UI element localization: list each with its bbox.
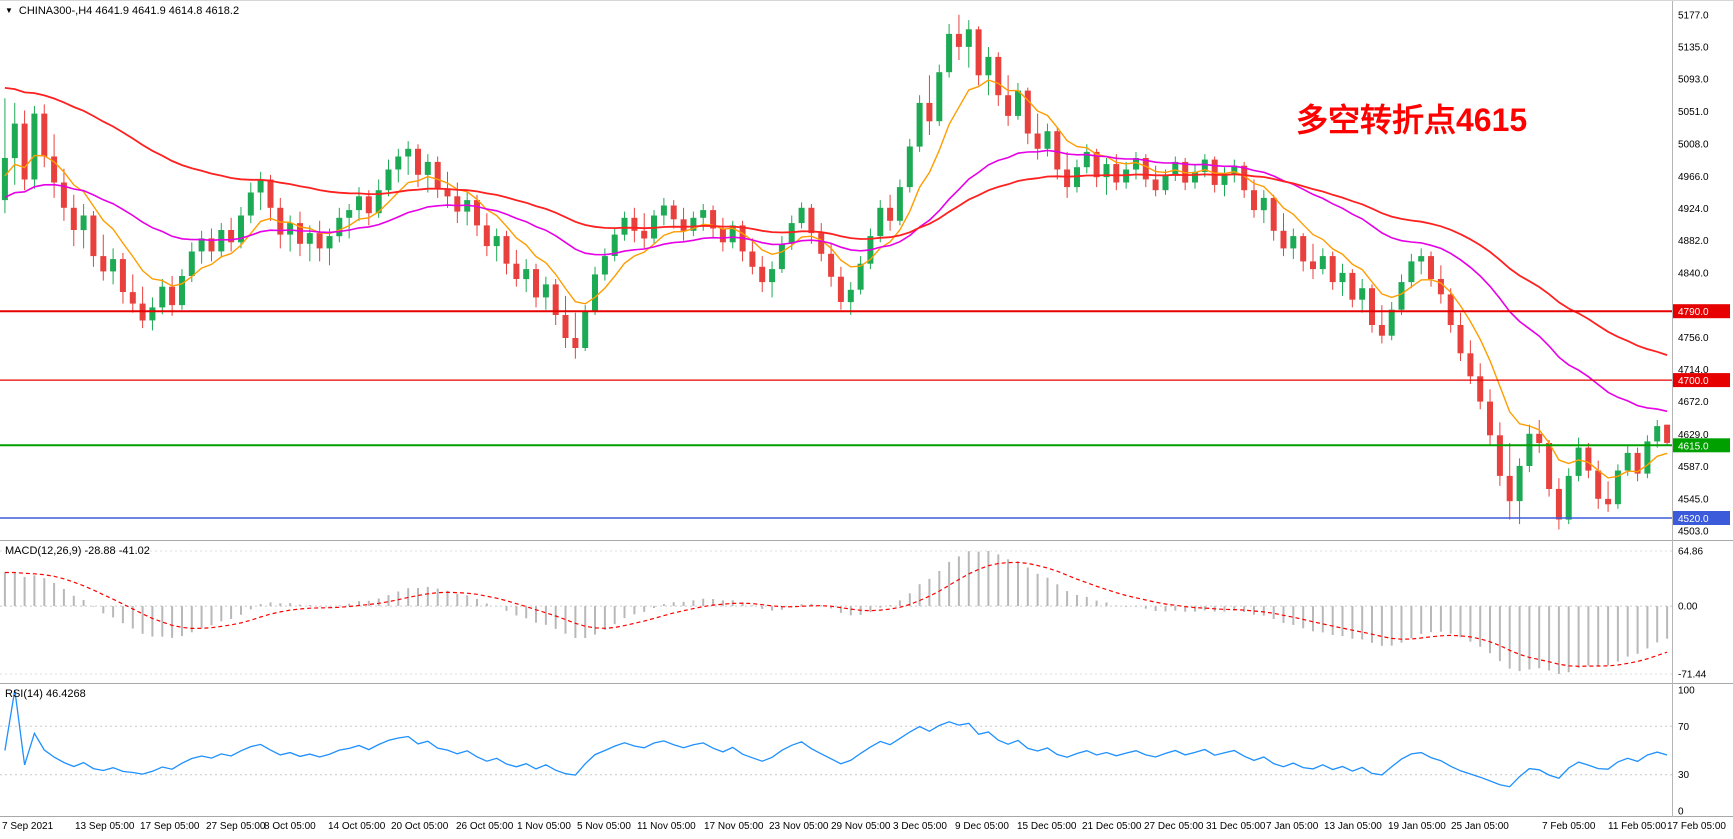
ma-fast-orange [4, 79, 1668, 479]
time-axis-label: 20 Oct 05:00 [391, 821, 449, 832]
time-axis-label: 27 Sep 05:00 [206, 821, 266, 832]
price-tick-label: 4672.0 [1678, 397, 1709, 408]
price-tag [1673, 511, 1730, 525]
price-tick-label: 4629.0 [1678, 430, 1709, 441]
macd-axis-label: 0.00 [1678, 602, 1698, 613]
price-tick-label: 4714.0 [1678, 365, 1709, 376]
macd-histogram [3, 551, 1669, 674]
time-axis-label: 11 Feb 05:00 [1608, 821, 1667, 832]
time-axis-label: 29 Nov 05:00 [831, 821, 891, 832]
time-axis-label: 26 Oct 05:00 [456, 821, 514, 832]
price-tick-label: 4545.0 [1678, 494, 1709, 505]
time-axis-label: 9 Dec 05:00 [955, 821, 1009, 832]
ma-slow-red [4, 87, 1668, 356]
main-chart-svg[interactable]: 4790.0 4700.0 4615.0 4520.0 5177.0 5135.0 5093… [0, 1, 1733, 541]
rsi-axis-label: 100 [1678, 686, 1695, 697]
time-axis-label: 15 Dec 05:00 [1017, 821, 1077, 832]
price-tag [1673, 304, 1730, 319]
price-tick-label: 4840.0 [1678, 268, 1709, 279]
price-tick-label: 4924.0 [1678, 204, 1709, 215]
price-tag-label: 4520.0 [1678, 514, 1709, 525]
time-axis-label: 21 Dec 05:00 [1082, 821, 1142, 832]
time-axis-label: 17 Nov 05:00 [704, 821, 764, 832]
symbol-dropdown-icon[interactable]: ▼ [5, 6, 13, 15]
rsi-panel-svg[interactable]: 100 70 30 0 [0, 684, 1733, 817]
time-axis-label: 7 Feb 05:00 [1542, 821, 1596, 832]
time-axis-label: 3 Dec 05:00 [893, 821, 947, 832]
rsi-line [4, 689, 1668, 788]
price-tag-label: 4790.0 [1678, 307, 1709, 318]
time-axis-label: 14 Oct 05:00 [328, 821, 386, 832]
rsi-axis-label: 0 [1678, 807, 1684, 818]
price-axis-separator [1672, 1, 1673, 817]
panel-separator[interactable] [0, 683, 1733, 684]
time-axis-label: 11 Nov 05:00 [637, 821, 696, 832]
rsi-indicator-label: RSI(14) 46.4268 [5, 688, 86, 700]
price-tick-label: 5008.0 [1678, 140, 1709, 151]
time-axis-label: 13 Jan 05:00 [1324, 821, 1382, 832]
price-tick-label: 4882.0 [1678, 236, 1709, 247]
rsi-axis-label: 30 [1678, 770, 1690, 781]
time-axis-label: 5 Nov 05:00 [577, 821, 631, 832]
time-axis-label: 13 Sep 05:00 [75, 821, 135, 832]
price-tag [1673, 373, 1730, 388]
macd-axis-label: 64.86 [1678, 547, 1703, 558]
price-tick-label: 4966.0 [1678, 172, 1709, 183]
panel-separator [0, 816, 1733, 817]
price-tag [1673, 438, 1730, 453]
panel-separator[interactable] [0, 540, 1733, 541]
time-axis-label: 17 Sep 05:00 [140, 821, 200, 832]
time-axis[interactable]: 7 Sep 2021 13 Sep 05:00 17 Sep 05:00 27 Sep… [0, 817, 1733, 839]
time-axis-label: 1 Nov 05:00 [517, 821, 571, 832]
price-tick-label: 5093.0 [1678, 75, 1709, 86]
symbol-ohlc-text: CHINA300-,H4 4641.9 4641.9 4614.8 4618.2 [18, 5, 240, 17]
time-axis-label: 17 Feb 05:00 [1667, 821, 1726, 832]
macd-signal-line [4, 561, 1668, 667]
annotation-text: 多空转折点4615 [1296, 102, 1528, 138]
candles-layer [1, 14, 1671, 530]
time-axis-label: 23 Nov 05:00 [769, 821, 829, 832]
price-tick-label: 4503.0 [1678, 527, 1709, 538]
price-tick-label: 4587.0 [1678, 462, 1709, 473]
price-tick-label: 5177.0 [1678, 10, 1709, 21]
price-tick-label: 5135.0 [1678, 43, 1709, 54]
time-axis-label: 25 Jan 05:00 [1451, 821, 1509, 832]
macd-panel-svg[interactable]: 64.86 0.00 -71.44 [0, 541, 1733, 684]
time-axis-label: 27 Dec 05:00 [1144, 821, 1204, 832]
time-axis-label: 31 Dec 05:00 [1206, 821, 1266, 832]
time-axis-label: 19 Jan 05:00 [1388, 821, 1446, 832]
macd-axis-label: -71.44 [1678, 670, 1707, 681]
price-tick-label: 5051.0 [1678, 107, 1709, 118]
price-tag-label: 4615.0 [1678, 441, 1709, 452]
symbol-info: ▼ CHINA300-,H4 4641.9 4641.9 4614.8 4618… [5, 5, 239, 17]
price-tick-label: 4756.0 [1678, 333, 1709, 344]
time-axis-label: 7 Jan 05:00 [1266, 821, 1319, 832]
time-axis-label: 8 Oct 05:00 [264, 821, 316, 832]
rsi-axis-label: 70 [1678, 722, 1690, 733]
price-tag-label: 4700.0 [1678, 376, 1709, 387]
macd-indicator-label: MACD(12,26,9) -28.88 -41.02 [5, 545, 150, 557]
time-axis-label: 7 Sep 2021 [2, 821, 54, 832]
ma-mid-magenta [4, 149, 1668, 413]
